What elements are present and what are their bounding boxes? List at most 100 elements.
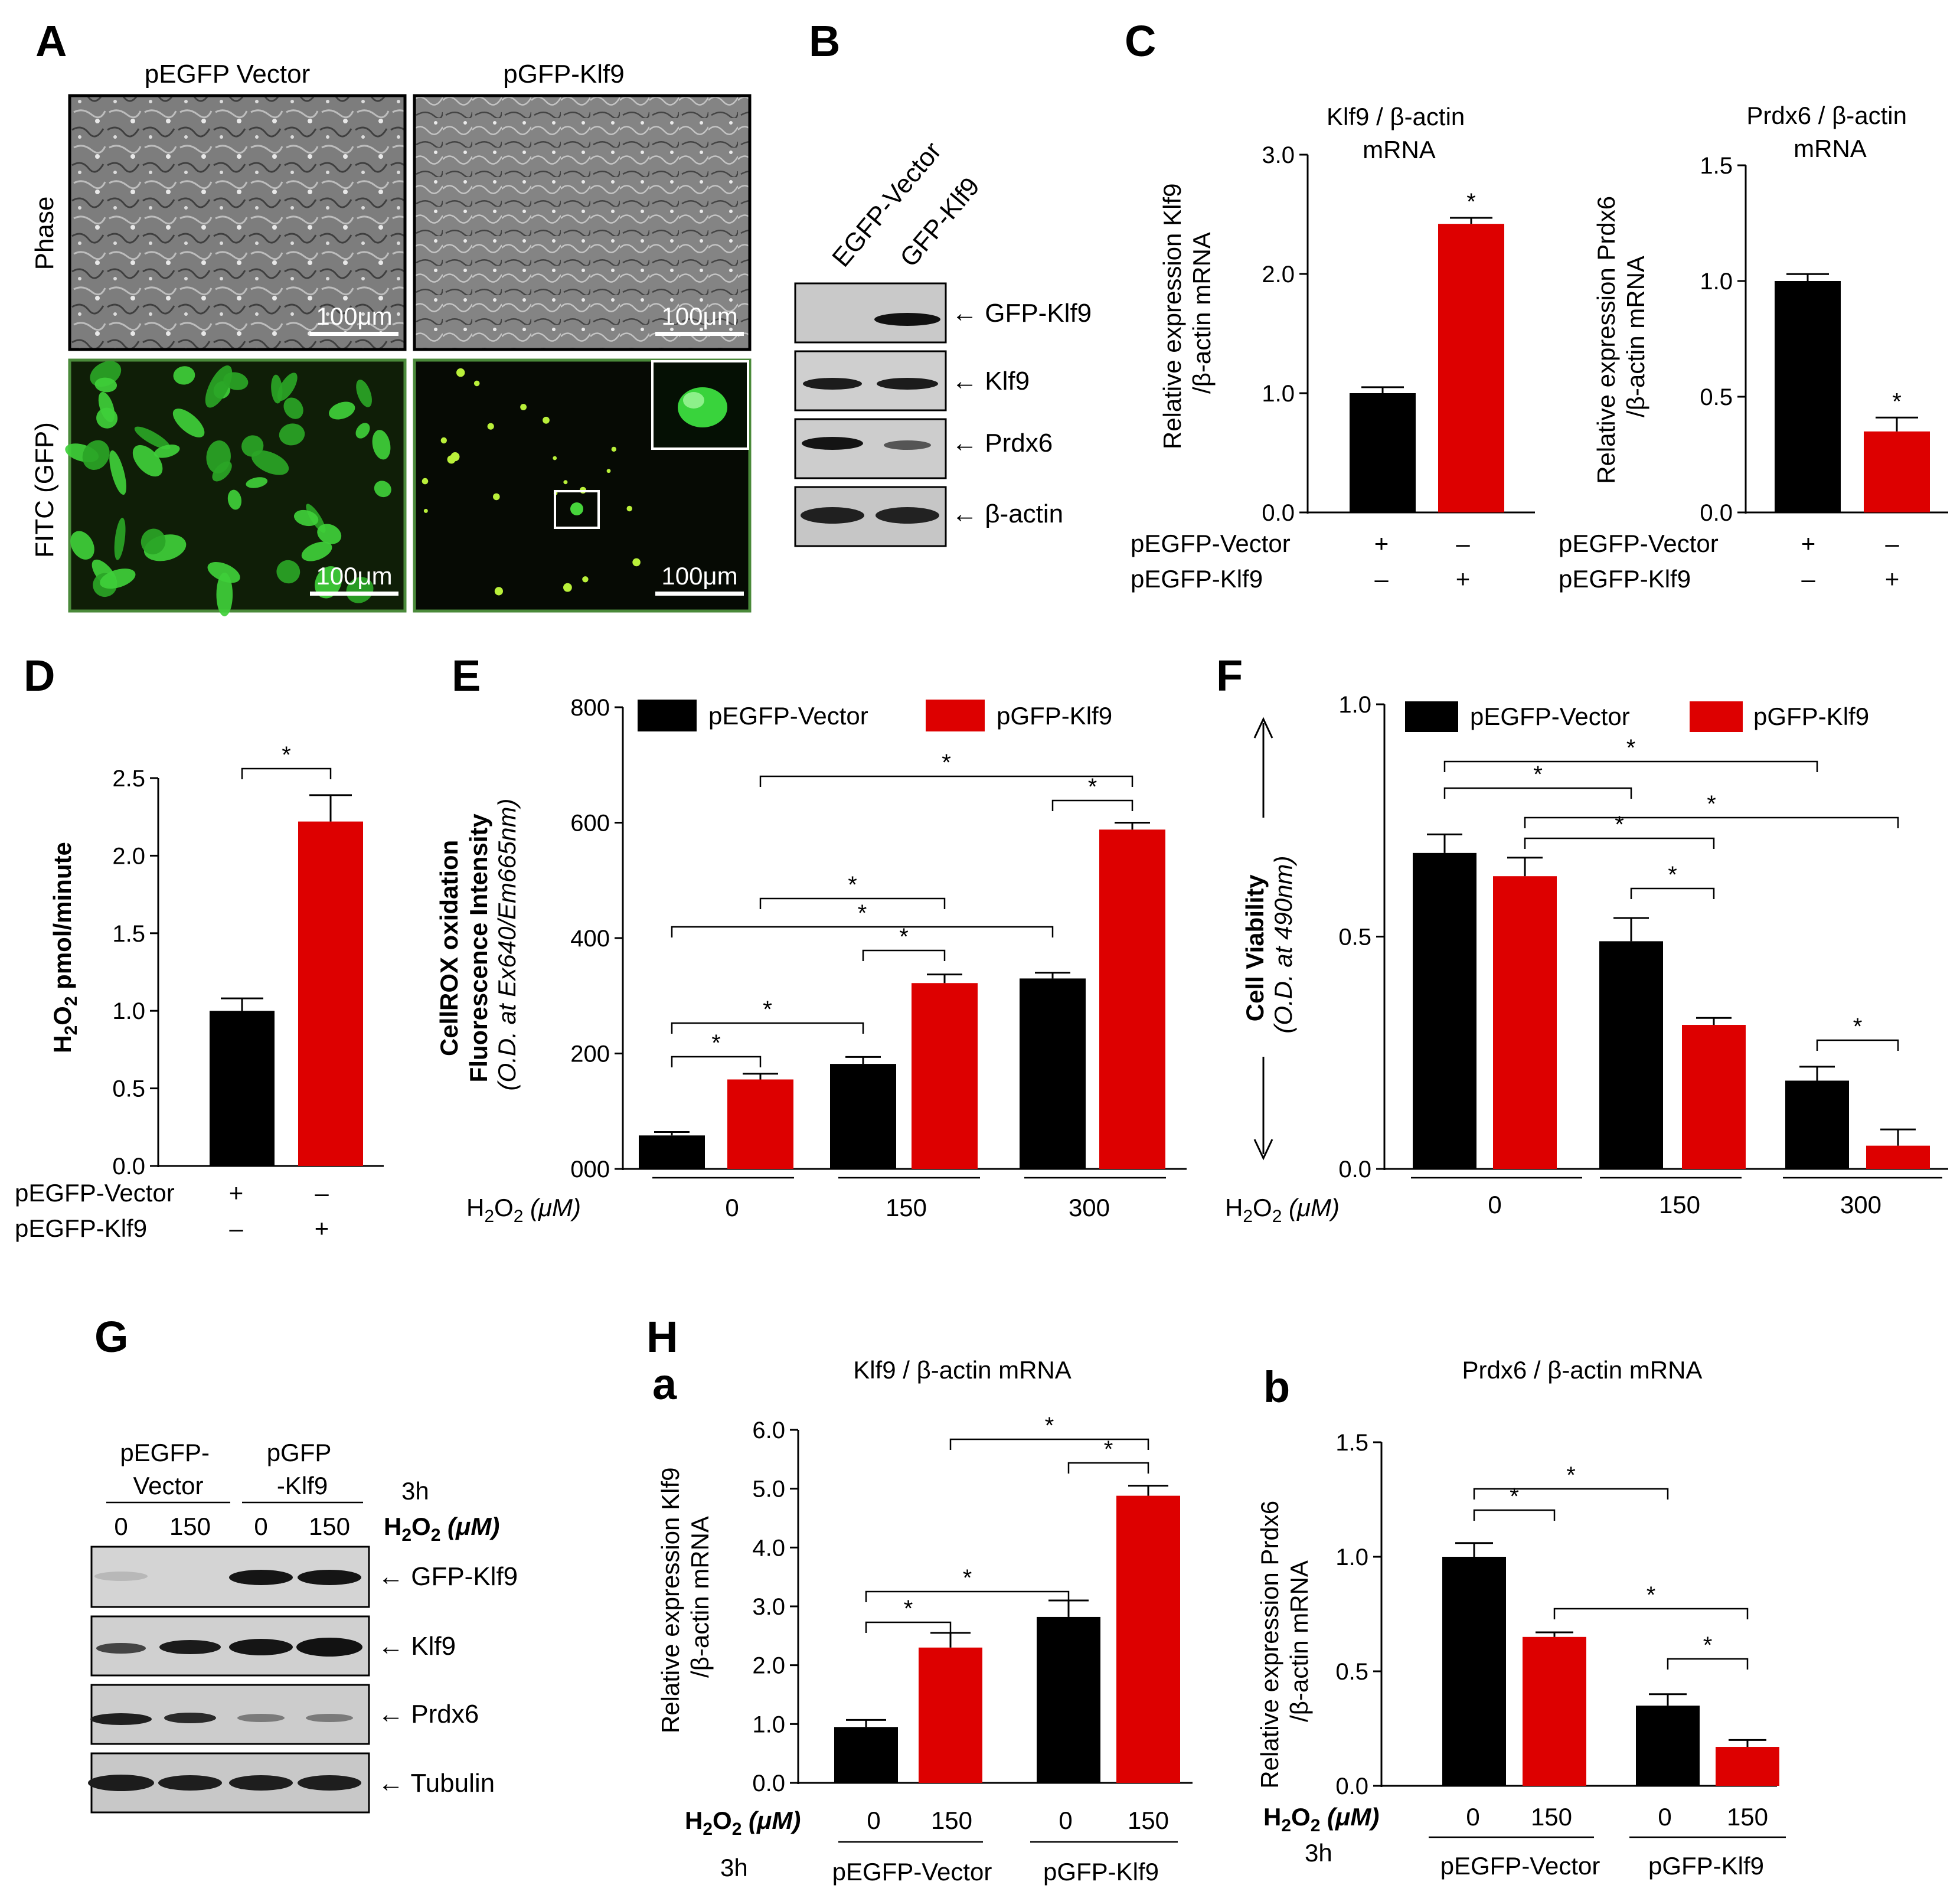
gfp-nucleus: [520, 404, 527, 410]
band: [229, 1775, 293, 1791]
y-tick-label: 0.0: [752, 1770, 785, 1796]
legend-label: pGFP-Klf9: [997, 702, 1112, 730]
unit: (μM): [440, 1512, 499, 1540]
group-label: pGFP-Klf9: [1648, 1852, 1764, 1880]
significance-star: *: [848, 872, 857, 898]
y-axis-label: H2O2 pmol/minute: [48, 842, 81, 1053]
y-axis-label: Relative expression Prdx6 /β-actin mRNA: [1592, 189, 1649, 484]
band-label: ← Tubulin: [378, 1769, 495, 1798]
scale-bar-label: 100μm: [316, 302, 392, 330]
significance-bracket: [865, 1590, 1070, 1602]
legend-swatch: [638, 700, 697, 731]
text-run: O: [48, 1006, 76, 1025]
bar: [1682, 1025, 1746, 1169]
bar: [1037, 1616, 1100, 1783]
band-label: ← Prdx6: [378, 1700, 479, 1729]
band: [877, 378, 938, 390]
bar: [1523, 1636, 1586, 1786]
significance-star: *: [711, 1030, 721, 1056]
significance-star: *: [899, 924, 909, 950]
y-tick-label: 200: [570, 1041, 610, 1067]
sign: –: [315, 1179, 329, 1207]
band-name: GFP-Klf9: [985, 299, 1092, 328]
unit: pmol/minute: [48, 842, 76, 996]
significance-star: *: [1510, 1484, 1519, 1510]
gfp-nucleus: [611, 446, 617, 452]
inset-nucleus-highlight: [683, 392, 704, 409]
group-label: pGFP-Klf9: [1043, 1858, 1159, 1886]
panel-e: CellROX oxidation Fluorescence Intensity…: [435, 695, 1187, 1226]
y-axis-label-line: /β-actin mRNA: [1285, 1560, 1313, 1722]
significance-star: *: [942, 750, 951, 776]
panel-label-a: A: [35, 17, 67, 66]
bar: [298, 821, 363, 1166]
x-tick-label: 300: [1069, 1194, 1110, 1221]
band: [88, 1775, 154, 1791]
sign: –: [1456, 530, 1470, 557]
panel-label-f: F: [1216, 651, 1243, 700]
bar: [830, 1064, 896, 1169]
y-tick-label: 1.0: [1700, 269, 1733, 295]
row-label: pEGFP-Vector: [1559, 530, 1719, 557]
band-name: Prdx6: [411, 1700, 479, 1729]
text-run: O: [713, 1806, 732, 1834]
significance-star: *: [1466, 189, 1476, 215]
significance-bracket: [1443, 760, 1818, 772]
y-axis-label: Relative expression Klf9 /β-actin mRNA: [1158, 177, 1216, 449]
y-tick-label: 2.0: [752, 1653, 785, 1679]
chart-title: Prdx6 / β-actin mRNA: [1746, 102, 1913, 162]
text-run: H: [384, 1512, 401, 1540]
inset-marker: [554, 490, 600, 529]
bar: [1099, 829, 1165, 1169]
band: [229, 1570, 293, 1585]
lane-group-line: pGFP: [267, 1439, 331, 1466]
group-label: pEGFP-Vector: [1440, 1852, 1600, 1880]
chart-h-b: 0.0 0.5 1.0 1.5 0 150 0 150 * * * * pEGFP-Vector pGFP…: [1335, 1430, 1786, 1880]
band: [94, 1572, 148, 1581]
band: [884, 440, 931, 450]
lane-dose: 0: [254, 1512, 267, 1540]
panel-label-hb: b: [1263, 1363, 1290, 1412]
band: [298, 1775, 361, 1791]
gfp-cell: [271, 374, 283, 404]
group-label: pEGFP-Vector: [832, 1858, 992, 1886]
blot-strip-gfp-klf9: [794, 282, 947, 344]
y-tick-label: 1.0: [1338, 692, 1371, 718]
significance-bracket: [1667, 1658, 1749, 1670]
panel-label-c: C: [1125, 17, 1156, 66]
x-tick-label: 150: [1727, 1803, 1768, 1831]
band-label: ← GFP-Klf9: [952, 299, 1092, 328]
x-tick-label: 0: [1059, 1806, 1072, 1834]
x-tick-label: 150: [1659, 1191, 1700, 1218]
subscript: 2: [431, 1525, 441, 1545]
gfp-cell: [153, 445, 180, 458]
y-axis-label: Relative expression Klf9 /β-actin mRNA: [656, 1461, 714, 1733]
y-axis-label-line: (O.D. at Ex640/Em665nm): [493, 799, 521, 1091]
phase-image-klf9: [413, 94, 752, 351]
y-tick-label: 1.5: [1700, 153, 1733, 179]
gfp-cell: [216, 573, 233, 616]
significance-bracket: [671, 1022, 864, 1034]
band-label: ← Klf9: [952, 367, 1030, 396]
gfp-cell: [356, 380, 372, 407]
sign: +: [1885, 565, 1900, 593]
significance-bracket: [1553, 1608, 1749, 1619]
gfp-cell: [141, 528, 166, 555]
y-tick-label: 3.0: [1262, 142, 1295, 168]
significance-bracket: [862, 949, 946, 961]
subscript: 2: [1243, 1207, 1253, 1226]
significance-star: *: [1853, 1014, 1863, 1040]
scale-bar: [310, 332, 398, 336]
sign: –: [1885, 530, 1899, 557]
bar: [912, 983, 978, 1169]
y-tick-label: 6.0: [752, 1417, 785, 1443]
lane-group-label: pGFP -Klf9: [267, 1439, 338, 1500]
unit: (μM): [523, 1194, 581, 1221]
band-label: ← Klf9: [378, 1632, 456, 1661]
bar: [210, 1011, 275, 1166]
gfp-cell: [205, 365, 233, 408]
chart-title: Klf9 / β-actin mRNA: [1327, 103, 1472, 164]
arrow: ←: [378, 1632, 411, 1661]
y-tick-label: 0.5: [112, 1076, 145, 1102]
time-label: 3h: [401, 1477, 429, 1505]
